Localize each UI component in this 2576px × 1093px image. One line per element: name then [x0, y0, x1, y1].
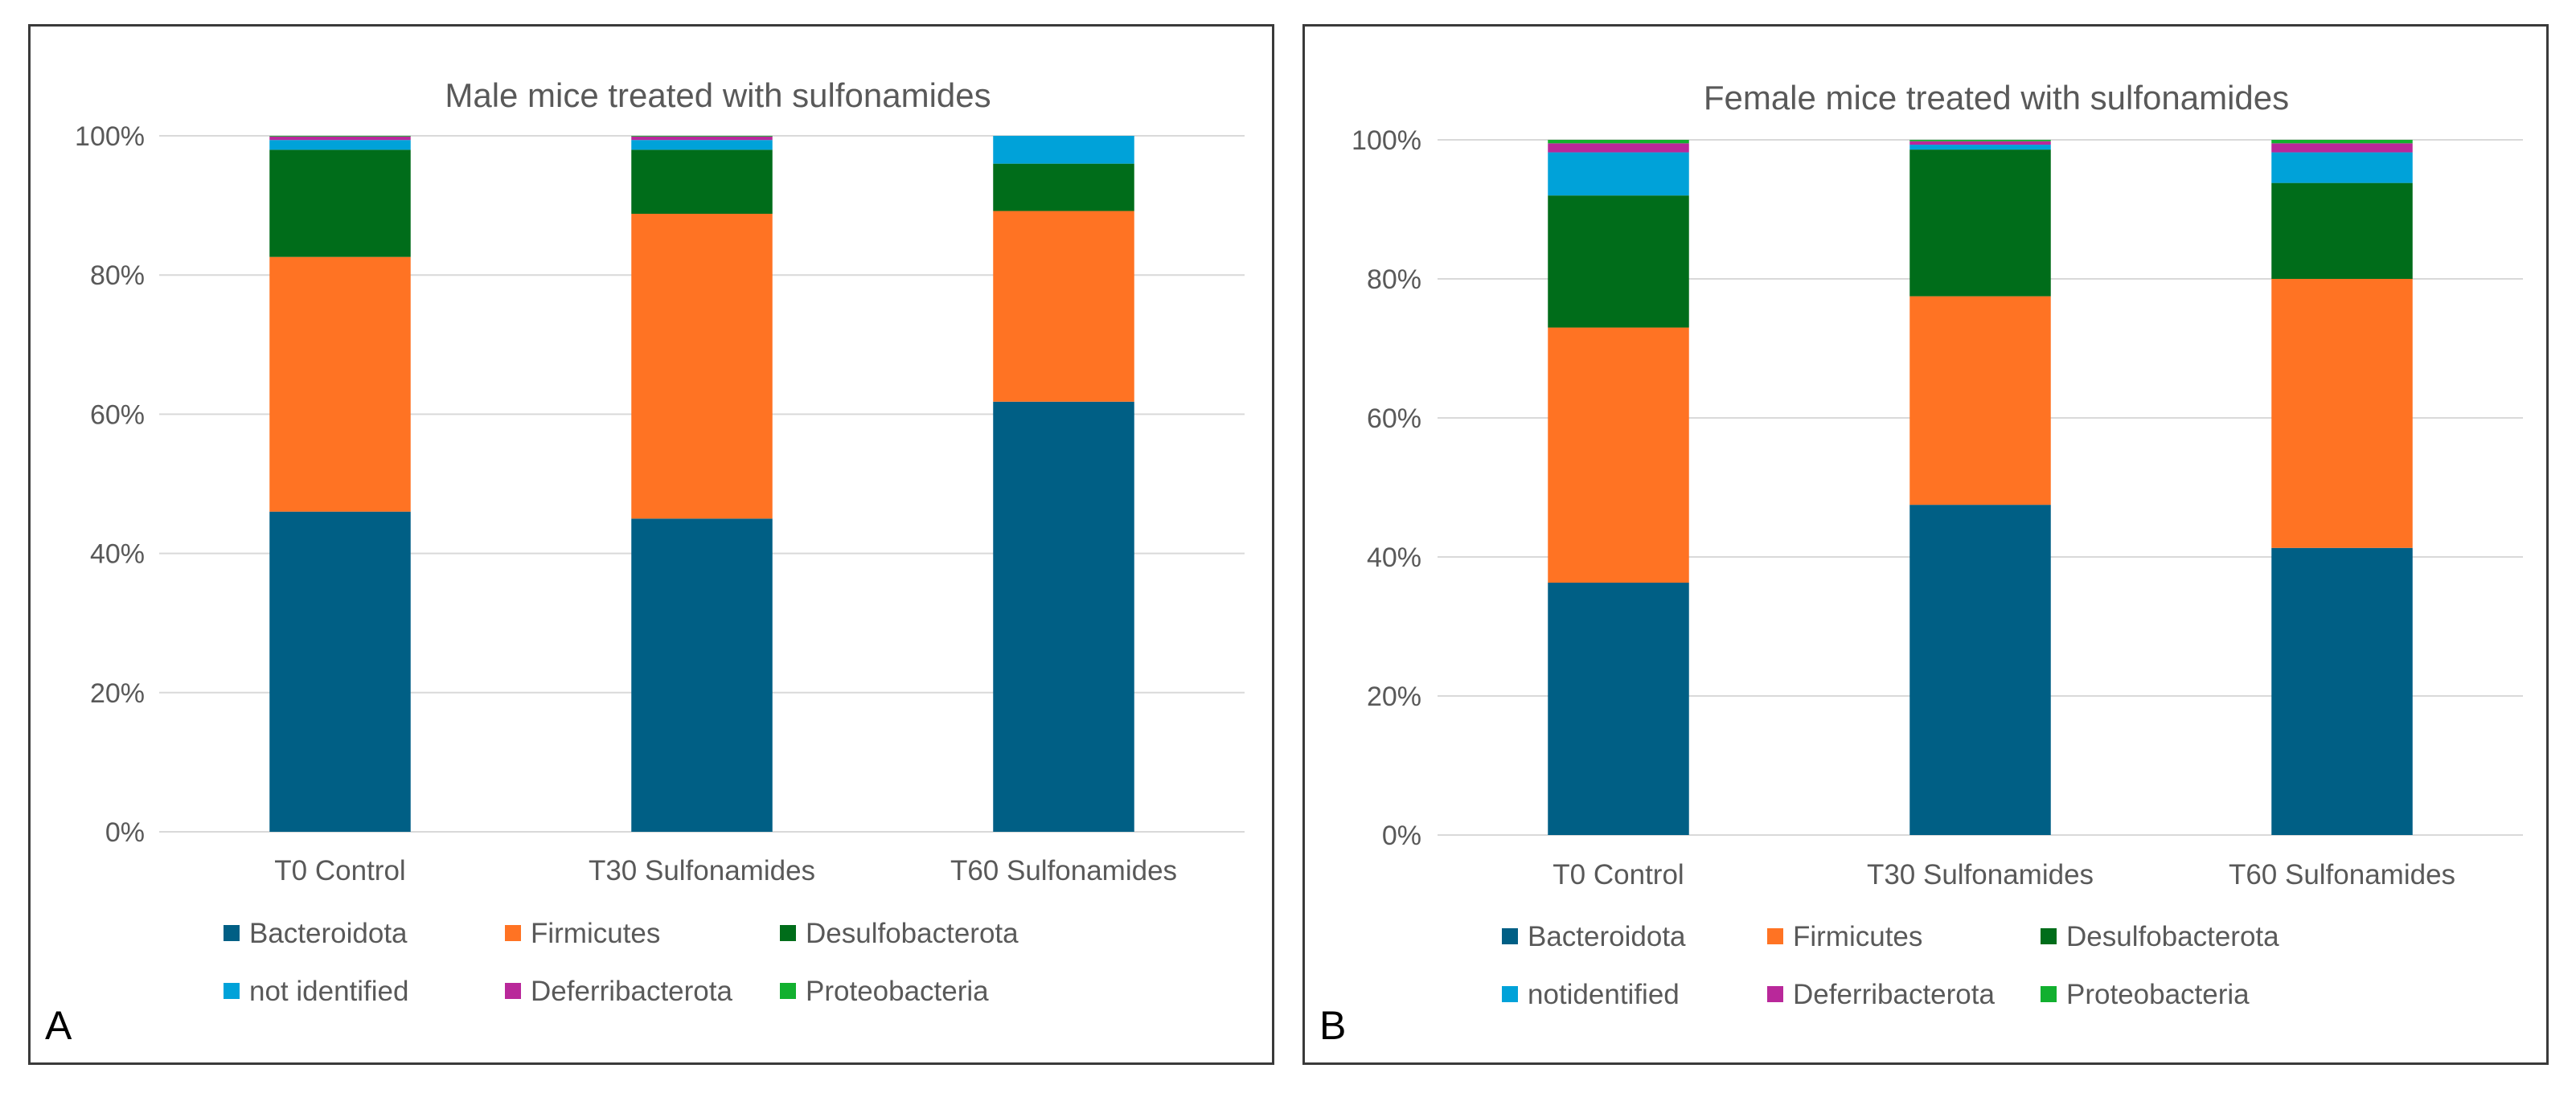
bar-segment-desulfobacterota-t60-sulfonamides [2271, 182, 2413, 279]
x-category-label: T30 Sulfonamides [589, 855, 815, 886]
bar-segment-not-identified-t60-sulfonamides [993, 136, 1134, 164]
x-category-label: T0 Control [1553, 859, 1684, 890]
chart-b: Female mice treated with sulfonamides 0% 2… [1319, 79, 2523, 1048]
bar-segment-proteobacteria-t30-sulfonamides [1909, 140, 2051, 141]
legend-swatch-firmicutes [505, 925, 521, 941]
bar-segment-not-identified-t60-sulfonamides [2271, 152, 2413, 183]
legend-swatch-desulfobacterota [2041, 928, 2057, 944]
chart-a: Male mice treated with sulfonamides 0% 20%… [45, 76, 1245, 1048]
legend-swatch-deferribacterota [1767, 986, 1783, 1002]
bar-segment-desulfobacterota-t30-sulfonamides [631, 149, 773, 214]
bar-segment-proteobacteria-t0-control [269, 136, 411, 137]
x-category-label: T0 Control [274, 855, 405, 886]
legend-swatch-bacteroidota [1502, 928, 1518, 944]
y-tick-label: 40% [1367, 542, 1421, 573]
bar-segment-firmicutes-t0-control [1548, 327, 1689, 583]
bar-segment-deferribacterota-t0-control [269, 136, 411, 141]
legend-swatch-proteobacteria [780, 983, 796, 999]
chart-panel-a: Male mice treated with sulfonamides 0% 20%… [28, 24, 1274, 1065]
legend-swatch-bacteroidota [224, 925, 240, 941]
bar-segment-not-identified-t30-sulfonamides [1909, 145, 2051, 150]
bar-segment-proteobacteria-t0-control [1548, 140, 1689, 144]
bar-segment-not-identified-t0-control [269, 140, 411, 150]
bar-segment-not-identified-t30-sulfonamides [631, 140, 773, 150]
y-tick-label: 20% [90, 678, 145, 709]
legend-label-deferribacterota: Deferribacterota [531, 976, 732, 1007]
legend-label-bacteroidota: Bacteroidota [249, 918, 408, 949]
legend-label-not-identified: notidentified [1528, 979, 1680, 1010]
legend-label-proteobacteria: Proteobacteria [806, 976, 989, 1007]
legend-swatch-not-identified [224, 983, 240, 999]
x-category-label: T60 Sulfonamides [2229, 859, 2455, 890]
bar-segment-bacteroidota-t30-sulfonamides [1909, 505, 2051, 835]
legend-label-deferribacterota: Deferribacterota [1793, 979, 1995, 1010]
bar-segment-firmicutes-t30-sulfonamides [631, 213, 773, 519]
bar-segment-desulfobacterota-t30-sulfonamides [1909, 149, 2051, 297]
legend-swatch-not-identified [1502, 986, 1518, 1002]
panel-label: A [45, 1003, 72, 1048]
y-tick-label: 0% [105, 817, 145, 848]
bar-segment-desulfobacterota-t0-control [269, 149, 411, 257]
bar-segment-bacteroidota-t0-control [1548, 583, 1689, 835]
x-category-label: T30 Sulfonamides [1867, 859, 2094, 890]
y-tick-label: 100% [75, 121, 145, 152]
y-tick-label: 60% [90, 399, 145, 430]
bar-segment-deferribacterota-t0-control [1548, 143, 1689, 153]
legend-swatch-proteobacteria [2041, 986, 2057, 1002]
legend-label-desulfobacterota: Desulfobacterota [806, 918, 1019, 949]
y-tick-label: 20% [1367, 682, 1421, 712]
y-tick-label: 80% [90, 260, 145, 291]
bar-segment-proteobacteria-t30-sulfonamides [631, 136, 773, 137]
x-category-label: T60 Sulfonamides [950, 855, 1177, 886]
y-tick-label: 60% [1367, 403, 1421, 434]
bar-segment-bacteroidota-t60-sulfonamides [993, 401, 1134, 832]
bar-segment-desulfobacterota-t60-sulfonamides [993, 163, 1134, 211]
legend-swatch-firmicutes [1767, 928, 1783, 944]
bar-segment-bacteroidota-t60-sulfonamides [2271, 547, 2413, 835]
legend-swatch-deferribacterota [505, 983, 521, 999]
y-tick-label: 100% [1352, 125, 1421, 156]
chart-title: Male mice treated with sulfonamides [445, 76, 991, 114]
bar-segment-firmicutes-t60-sulfonamides [993, 211, 1134, 402]
chart-title: Female mice treated with sulfonamides [1704, 79, 2289, 117]
bar-segment-bacteroidota-t0-control [269, 511, 411, 832]
bar-segment-firmicutes-t60-sulfonamides [2271, 279, 2413, 548]
bar-segment-firmicutes-t0-control [269, 256, 411, 512]
legend-label-proteobacteria: Proteobacteria [2066, 979, 2250, 1010]
y-tick-label: 80% [1367, 264, 1421, 295]
bar-segment-desulfobacterota-t0-control [1548, 195, 1689, 328]
legend-label-firmicutes: Firmicutes [1793, 921, 1922, 952]
bar-segment-deferribacterota-t30-sulfonamides [1909, 141, 2051, 145]
legend-label-bacteroidota: Bacteroidota [1528, 921, 1686, 952]
bar-segment-bacteroidota-t30-sulfonamides [631, 518, 773, 832]
y-tick-label: 0% [1382, 821, 1421, 851]
legend-label-firmicutes: Firmicutes [531, 918, 660, 949]
y-tick-label: 40% [90, 539, 145, 570]
chart-panel-b: Female mice treated with sulfonamides 0% 2… [1302, 24, 2549, 1065]
legend-label-desulfobacterota: Desulfobacterota [2066, 921, 2279, 952]
bar-segment-firmicutes-t30-sulfonamides [1909, 296, 2051, 506]
legend-label-not-identified: not identified [249, 976, 408, 1007]
bar-segment-deferribacterota-t60-sulfonamides [2271, 143, 2413, 153]
bar-segment-deferribacterota-t30-sulfonamides [631, 136, 773, 141]
bar-segment-proteobacteria-t60-sulfonamides [2271, 140, 2413, 144]
legend-swatch-desulfobacterota [780, 925, 796, 941]
panel-label: B [1319, 1003, 1346, 1048]
bar-segment-not-identified-t0-control [1548, 152, 1689, 196]
